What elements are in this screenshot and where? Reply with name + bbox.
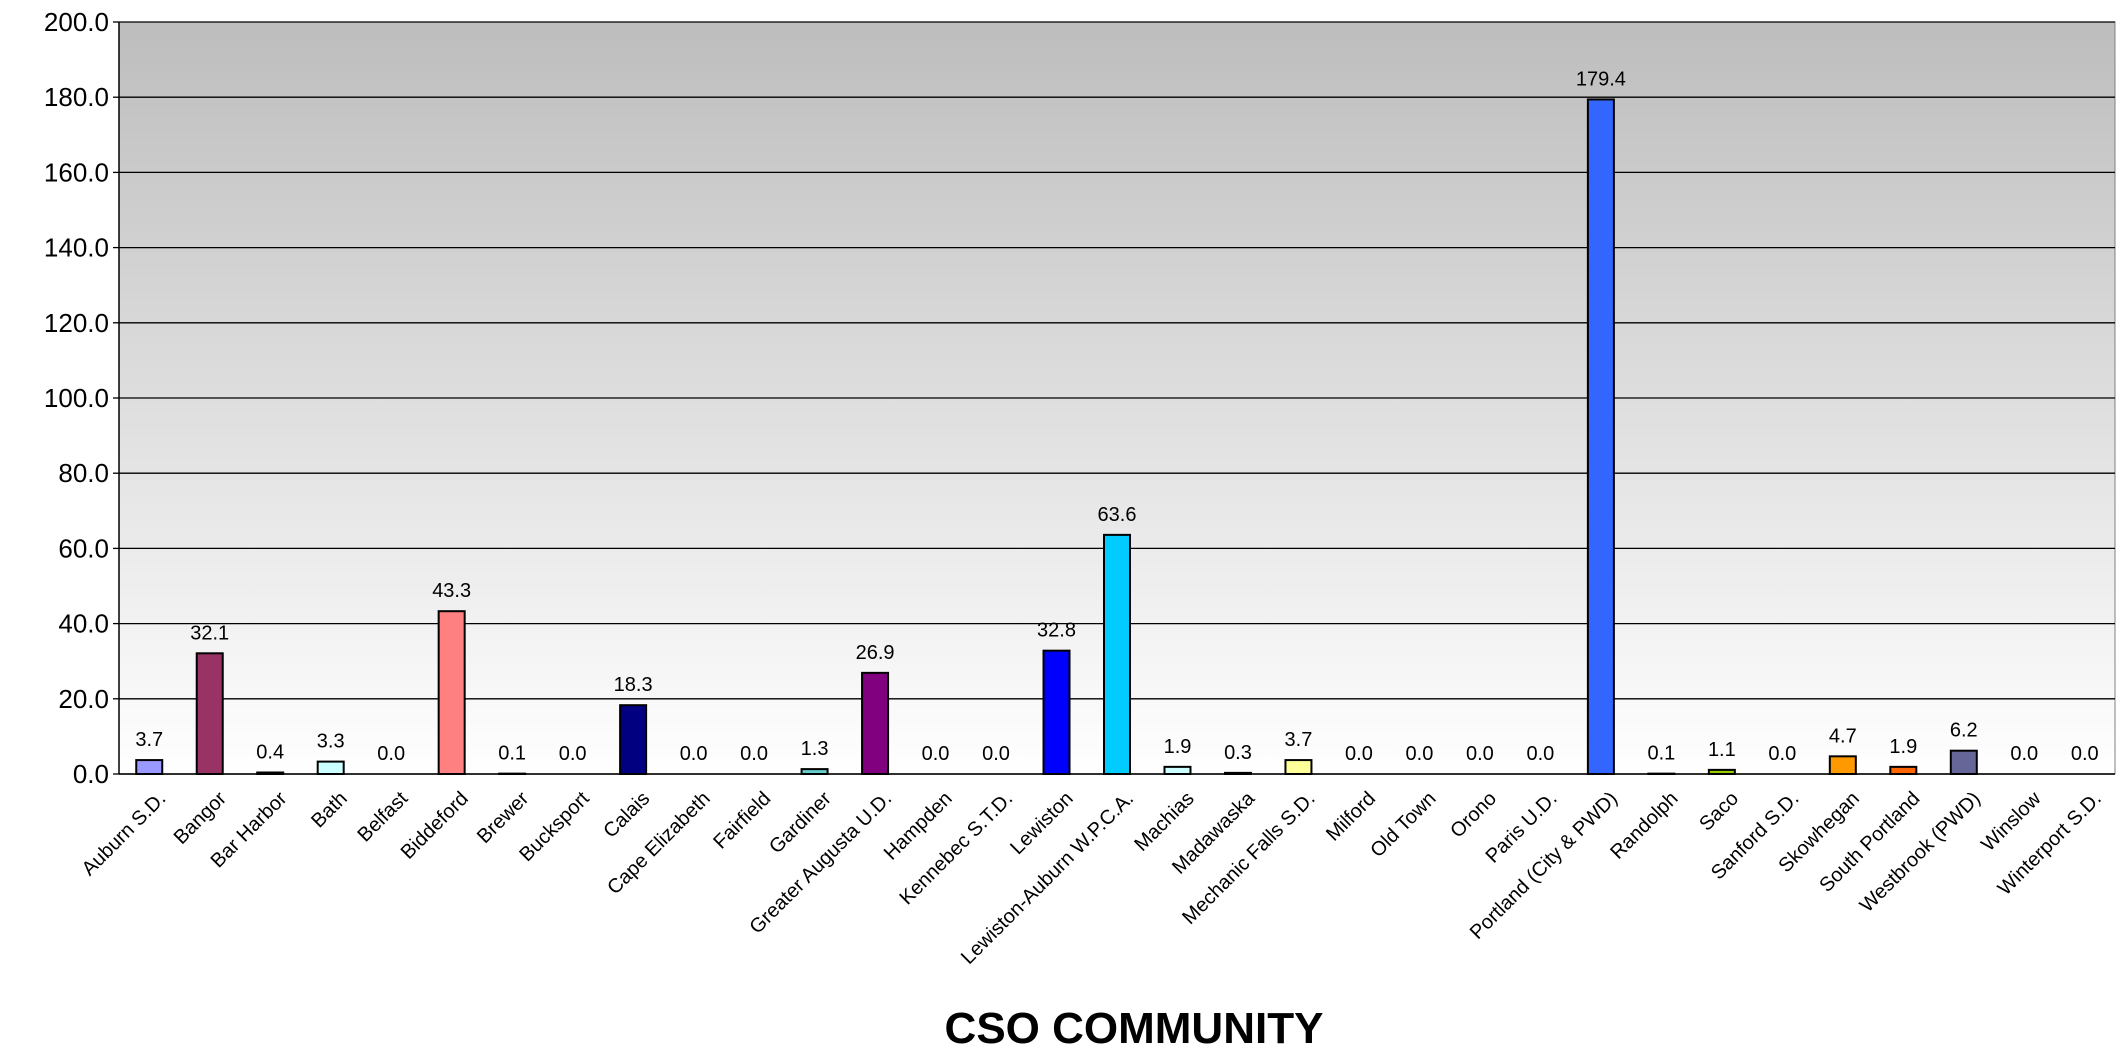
x-tick-label: Kennebec S.T.D. — [895, 788, 1017, 910]
value-label: 0.0 — [740, 743, 768, 765]
value-label: 32.1 — [190, 622, 229, 644]
y-tick-label: 100.0 — [44, 383, 109, 413]
value-label: 0.0 — [1466, 743, 1494, 765]
value-label: 1.9 — [1889, 736, 1917, 758]
x-tick-label: Orono — [1446, 788, 1501, 843]
value-label: 26.9 — [856, 642, 895, 664]
x-tick-label: Bath — [307, 788, 352, 833]
value-label: 1.1 — [1708, 739, 1736, 761]
value-label: 0.0 — [680, 743, 708, 765]
value-label: 32.8 — [1037, 620, 1076, 642]
y-tick-label: 40.0 — [58, 609, 109, 639]
bar — [1889, 765, 1918, 776]
value-label: 63.6 — [1098, 504, 1137, 526]
x-tick-label: Auburn S.D. — [78, 788, 171, 881]
bar — [437, 610, 466, 776]
bar — [316, 760, 345, 775]
y-tick-label: 0.0 — [73, 759, 109, 789]
bar — [1828, 755, 1857, 776]
x-tick-label: Milford — [1322, 788, 1380, 846]
value-label: 4.7 — [1829, 725, 1857, 747]
bar — [1042, 649, 1071, 775]
value-label: 0.4 — [256, 741, 284, 763]
x-axis-title: CSO COMMUNITY — [945, 1004, 1324, 1053]
bar — [619, 704, 648, 776]
value-label: 18.3 — [614, 674, 653, 696]
value-label: 0.1 — [1647, 743, 1675, 765]
value-label: 0.0 — [1406, 743, 1434, 765]
value-label: 0.0 — [377, 743, 405, 765]
x-tick-label: Saco — [1695, 788, 1743, 836]
x-tick-label: Brewer — [473, 787, 534, 848]
y-tick-label: 120.0 — [44, 308, 109, 338]
value-label: 0.0 — [982, 743, 1010, 765]
value-label: 0.0 — [1345, 743, 1373, 765]
value-label: 0.3 — [1224, 742, 1252, 764]
x-tick-label: Winterport S.D. — [1994, 788, 2106, 900]
bar — [1586, 98, 1615, 776]
value-label: 0.0 — [559, 743, 587, 765]
bar — [135, 759, 164, 776]
value-label: 1.9 — [1164, 736, 1192, 758]
y-tick-label: 80.0 — [58, 458, 109, 488]
value-label: 3.7 — [1285, 729, 1313, 751]
x-tick-label: Cape Elizabeth — [603, 788, 714, 899]
bar — [861, 671, 890, 776]
y-tick-label: 20.0 — [58, 684, 109, 714]
y-tick-label: 180.0 — [44, 82, 109, 112]
bar — [1284, 759, 1313, 776]
value-label: 3.3 — [317, 731, 345, 753]
y-tick-label: 60.0 — [58, 533, 109, 563]
value-label: 179.4 — [1576, 68, 1626, 90]
x-tick-label: Calais — [599, 788, 654, 843]
value-label: 0.0 — [922, 743, 950, 765]
x-tick-label: Old Town — [1366, 788, 1440, 862]
value-label: 0.0 — [1526, 743, 1554, 765]
bar — [1163, 765, 1192, 776]
x-tick-label: Belfast — [354, 787, 413, 846]
value-label: 0.0 — [2010, 743, 2038, 765]
value-label: 3.7 — [135, 729, 163, 751]
y-tick-label: 200.0 — [44, 7, 109, 37]
bar — [1949, 749, 1978, 775]
bar — [195, 652, 224, 776]
value-label: 1.3 — [801, 738, 829, 760]
value-label: 0.0 — [2071, 743, 2099, 765]
bar — [1103, 533, 1131, 776]
x-tick-label: Bangor — [170, 787, 231, 848]
value-label: 43.3 — [432, 580, 471, 602]
y-tick-label: 160.0 — [44, 157, 109, 187]
value-label: 0.1 — [498, 743, 526, 765]
value-label: 6.2 — [1950, 720, 1978, 742]
value-label: 0.0 — [1768, 743, 1796, 765]
y-tick-label: 140.0 — [44, 233, 109, 263]
